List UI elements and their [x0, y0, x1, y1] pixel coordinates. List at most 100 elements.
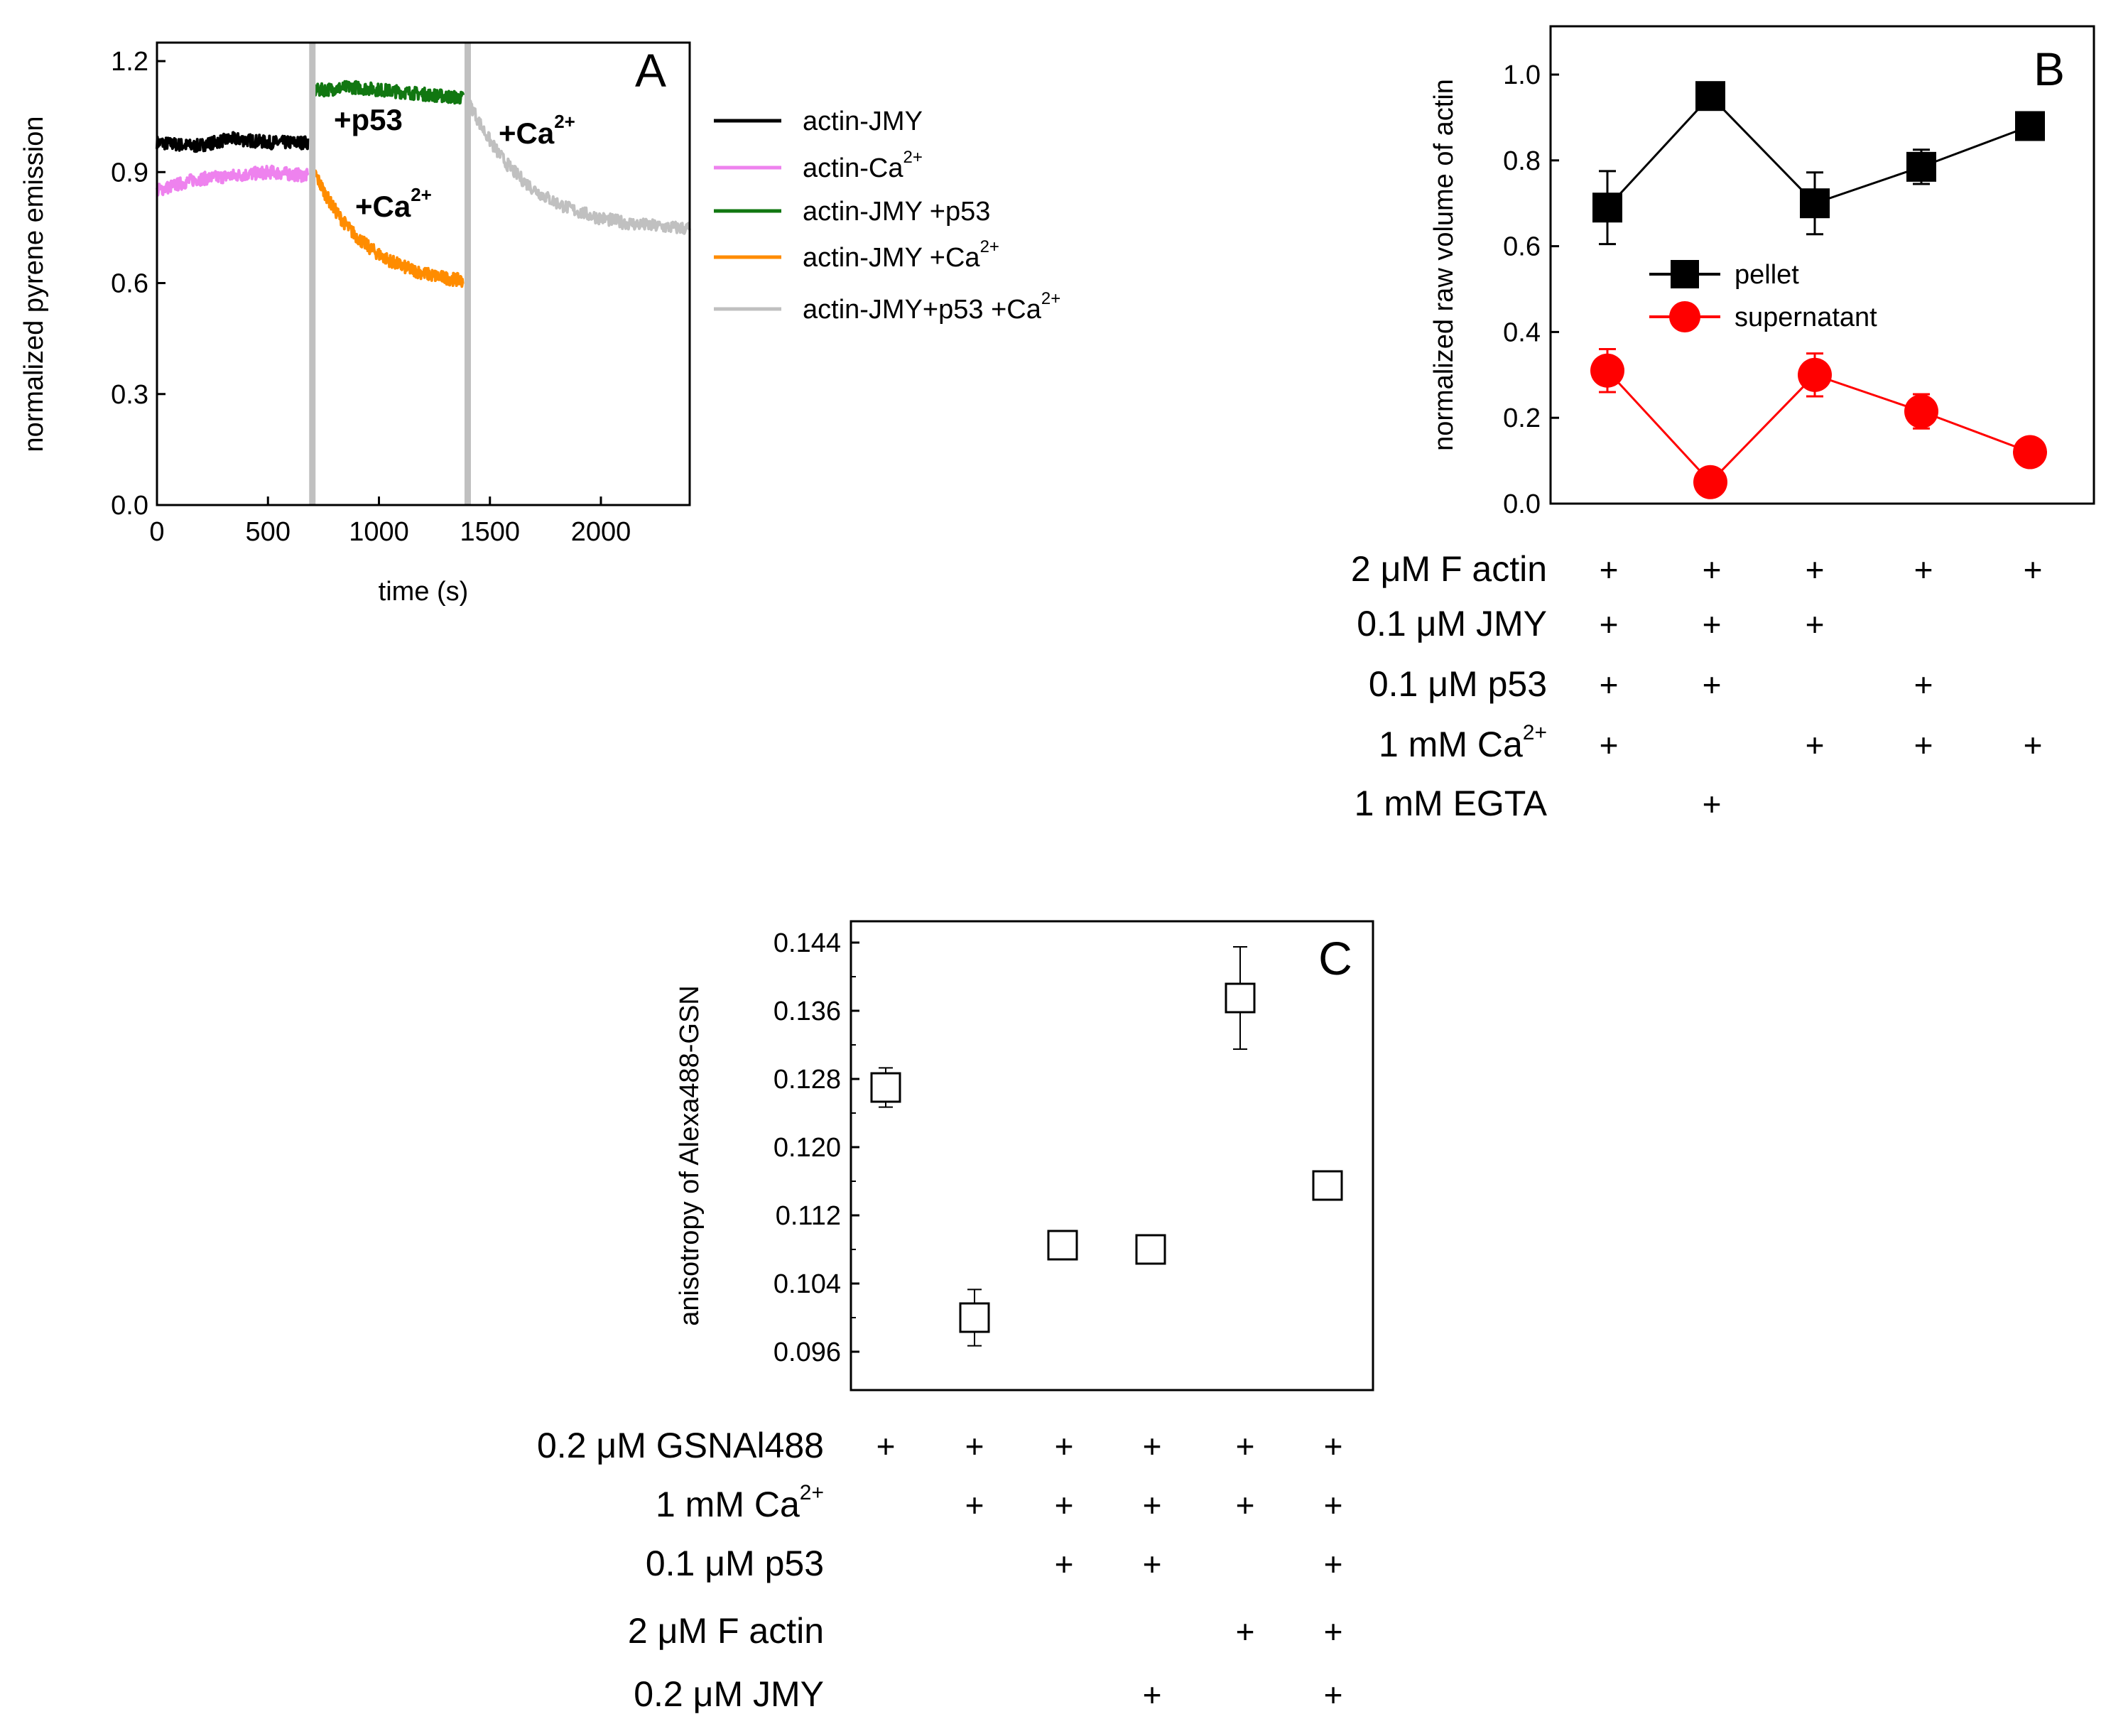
- anisotropy-point: [870, 1072, 901, 1103]
- panel-c-frame: [850, 920, 1374, 1391]
- trace-2: [313, 80, 465, 105]
- condition-plus: +: [1324, 1487, 1343, 1524]
- x-tick-label: 1000: [349, 517, 409, 547]
- annotation-ca-orange: +Ca2+: [355, 184, 432, 223]
- panel-a-y-ticks: 0.0 0.3 0.6 0.9 1.2: [111, 47, 165, 521]
- condition-label: 0.1 μM p53: [1369, 664, 1547, 704]
- legend-label-actin-ca: actin-Ca: [803, 153, 903, 183]
- panel-a-label: A: [635, 44, 666, 97]
- condition-label: 1 mM EGTA: [1355, 783, 1548, 823]
- condition-label-part: M p53: [725, 1544, 824, 1583]
- condition-label-part: M GSNAl488: [617, 1426, 824, 1465]
- panel-b-label: B: [2034, 43, 2065, 95]
- annotation-ca-orange-text: +Ca: [355, 190, 411, 223]
- condition-plus: +: [1143, 1428, 1162, 1465]
- trace-0: [156, 131, 310, 153]
- y-tick-label: 0.136: [774, 997, 841, 1026]
- condition-plus: +: [1324, 1676, 1343, 1713]
- annotation-ca-gray-sup: 2+: [554, 111, 575, 132]
- condition-plus: +: [1143, 1546, 1162, 1583]
- condition-plus: +: [1236, 1613, 1255, 1650]
- panel-a-x-ticks: 0 500 1000 1500 2000: [149, 497, 631, 547]
- condition-plus: +: [2024, 727, 2043, 764]
- panel-b-y-ticks: 0.0 0.2 0.4 0.6 0.8 1.0: [1503, 60, 1559, 519]
- panel-b-data: [1590, 81, 2047, 499]
- anisotropy-point: [959, 1302, 990, 1333]
- condition-label-part: 0.2: [537, 1426, 596, 1465]
- condition-label-mu: μ: [693, 1674, 714, 1714]
- panel-a-legend: actin-JMY actin-Ca2+ actin-JMY +p53 acti…: [714, 107, 1060, 325]
- y-tick-label: 1.0: [1503, 60, 1541, 90]
- condition-label-part: M JMY: [713, 1674, 824, 1714]
- y-tick-label: 0.120: [774, 1133, 841, 1163]
- condition-plus: +: [1703, 786, 1722, 823]
- panel-a-traces: [156, 80, 691, 288]
- legend-text-actin-jmy-p53-ca: actin-JMY+p53 +Ca2+: [803, 289, 1060, 325]
- condition-plus: +: [1055, 1546, 1074, 1583]
- condition-plus: +: [1143, 1487, 1162, 1524]
- panel-a-y-label: normalized pyrene emission: [19, 116, 49, 452]
- condition-label-part: 1 mM EGTA: [1355, 783, 1548, 823]
- condition-plus: +: [1806, 606, 1825, 643]
- condition-label-mu: μ: [1381, 549, 1401, 589]
- legend-text-actin-ca: actin-Ca2+: [803, 148, 923, 183]
- legend-marker-pellet: [1671, 260, 1699, 288]
- trace-1: [156, 164, 310, 197]
- panel-a: 0 500 1000 1500 2000 0.0 0.3 0.6 0.9 1.2 A time …: [19, 41, 1060, 607]
- condition-plus: +: [1324, 1546, 1343, 1583]
- panel-b-legend: pellet supernatant: [1649, 260, 1877, 332]
- y-tick-label: 0.0: [111, 491, 148, 521]
- anisotropy-point: [1312, 1170, 1343, 1201]
- condition-label-mu: μ: [596, 1426, 617, 1465]
- legend-label-actin-jmy-p53: actin-JMY +p53: [803, 197, 990, 227]
- pellet-point: [1906, 151, 1936, 182]
- legend-text-supernatant: supernatant: [1735, 303, 1877, 332]
- legend-text-actin-jmy-ca: actin-JMY +Ca2+: [803, 237, 999, 273]
- condition-plus: +: [876, 1428, 896, 1465]
- condition-label: 1 mM Ca2+: [1379, 721, 1547, 764]
- condition-plus: +: [1236, 1487, 1255, 1524]
- condition-plus: +: [1055, 1428, 1074, 1465]
- panel-b: 0.0 0.2 0.4 0.6 0.8 1.0 B normalized raw volu…: [1351, 25, 2095, 823]
- condition-label-part: 0.2: [634, 1674, 693, 1714]
- condition-plus: +: [1806, 727, 1825, 764]
- panel-c: 0.096 0.104 0.112 0.120 0.128 0.136 0.144 C an…: [537, 920, 1374, 1714]
- panel-a-injection-lines: [309, 43, 471, 505]
- legend-sup-actin-ca: 2+: [903, 148, 923, 167]
- y-tick-label: 0.104: [774, 1269, 841, 1299]
- condition-plus: +: [1143, 1676, 1162, 1713]
- condition-plus: +: [965, 1487, 984, 1524]
- condition-plus: +: [965, 1428, 984, 1465]
- condition-plus: +: [1236, 1428, 1255, 1465]
- condition-plus: +: [1914, 666, 1933, 703]
- condition-label: 2 μM F actin: [628, 1611, 824, 1651]
- condition-label-part: 2: [1351, 549, 1381, 589]
- y-tick-label: 0.4: [1503, 318, 1541, 347]
- y-tick-label: 0.144: [774, 928, 841, 958]
- condition-label-part: 0.1: [646, 1544, 705, 1583]
- condition-plus: +: [1914, 551, 1933, 588]
- supernatant-point: [1590, 353, 1624, 388]
- condition-label: 0.1 μM JMY: [1357, 604, 1547, 644]
- legend-text-actin-jmy-p53: actin-JMY +p53: [803, 197, 990, 227]
- panel-b-conditions-table: 2 μM F actin + + + + +0.1 μM JMY + + +0.1 μM p53…: [1351, 549, 2043, 823]
- condition-label-sup: 2+: [800, 1481, 824, 1504]
- panel-b-frame: [1549, 25, 2095, 505]
- legend-sup-actin-jmy-p53-ca: 2+: [1041, 289, 1060, 308]
- condition-label-part: 0.1: [1357, 604, 1416, 644]
- condition-plus: +: [1324, 1613, 1343, 1650]
- panel-a-frame: [156, 41, 691, 506]
- condition-label-mu: μ: [1428, 664, 1448, 704]
- condition-label-mu: μ: [1416, 604, 1437, 644]
- y-tick-label: 0.112: [776, 1201, 841, 1231]
- condition-label-part: M JMY: [1436, 604, 1547, 644]
- panel-c-y-label: anisotropy of Alexa488-GSN: [675, 985, 705, 1326]
- panel-b-y-label: normalized raw volume of actin: [1429, 79, 1459, 451]
- condition-plus: +: [1600, 666, 1619, 703]
- condition-label: 0.2 μM GSNAl488: [537, 1426, 824, 1465]
- annotation-ca-gray: +Ca2+: [499, 111, 575, 150]
- legend-marker-supernatant: [1669, 301, 1700, 332]
- condition-label: 0.1 μM p53: [646, 1544, 824, 1583]
- y-tick-label: 1.2: [111, 47, 148, 77]
- panel-c-data: [870, 946, 1343, 1347]
